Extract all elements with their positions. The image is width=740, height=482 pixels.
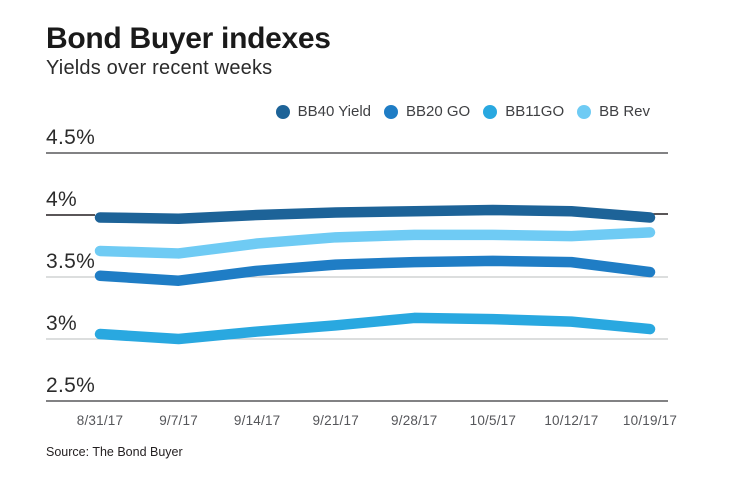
x-tick-label: 9/21/17 xyxy=(312,413,359,428)
legend-label: BB20 GO xyxy=(406,103,471,120)
legend-dot-icon xyxy=(275,104,290,119)
y-tick-label: 3% xyxy=(46,312,77,335)
legend-dot-icon xyxy=(577,104,592,119)
y-tick-label: 4.5% xyxy=(46,126,96,149)
series-line-bb-rev xyxy=(94,227,656,259)
legend-item-bb40-yield: BB40 Yield xyxy=(275,103,372,120)
x-tick-label: 10/19/17 xyxy=(622,413,678,428)
series-line-bb20-go xyxy=(94,255,656,286)
legend-label: BB40 Yield xyxy=(297,103,372,120)
y-tick-label: 2.5% xyxy=(46,374,96,397)
series-line-bb40-yield xyxy=(94,204,656,224)
legend-item-bb11go: BB11GO xyxy=(483,103,564,120)
legend-dot-icon xyxy=(384,104,399,119)
x-tick-label: 10/5/17 xyxy=(469,413,517,428)
source-note: Source: The Bond Buyer xyxy=(46,445,183,459)
series-line-bb11go xyxy=(94,312,656,345)
x-tick-label: 9/7/17 xyxy=(159,413,198,428)
x-tick-label: 10/12/17 xyxy=(544,413,599,428)
y-tick-label: 4% xyxy=(46,188,77,211)
legend-label: BB11GO xyxy=(505,103,565,120)
legend-dot-icon xyxy=(483,104,498,119)
legend-label: BB Rev xyxy=(599,103,650,120)
y-tick-label: 3.5% xyxy=(46,250,96,273)
chart-subtitle: Yields over recent weeks xyxy=(46,57,273,79)
page-title: Bond Buyer indexes xyxy=(46,22,331,55)
x-tick-label: 9/28/17 xyxy=(391,413,438,428)
x-tick-label: 9/14/17 xyxy=(233,413,281,428)
x-tick-label: 8/31/17 xyxy=(76,413,124,428)
legend-item-bb20-go: BB20 GO xyxy=(384,103,470,120)
legend-item-bb-rev: BB Rev xyxy=(577,103,650,120)
chart-legend: BB40 Yield BB20 GO BB11GO BB Rev xyxy=(275,103,650,120)
